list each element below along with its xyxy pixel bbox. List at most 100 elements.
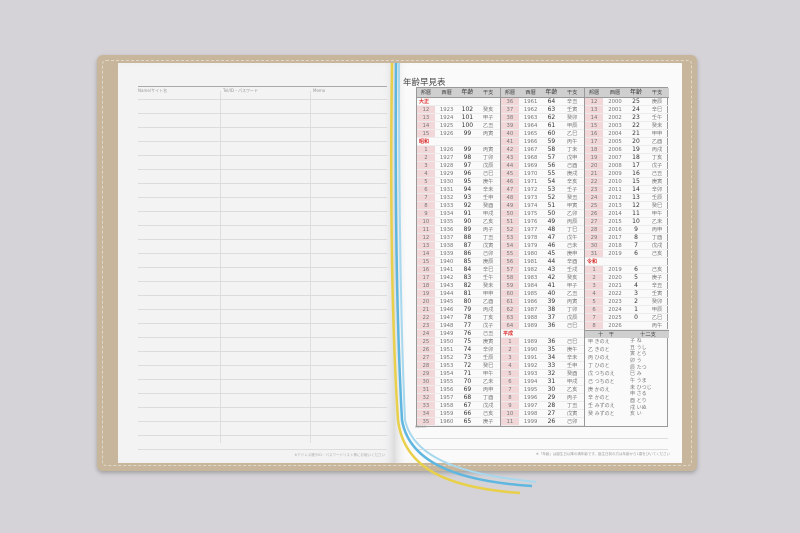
era-year-cell: 13 — [417, 114, 435, 121]
year-cell: 2002 — [608, 115, 622, 121]
era-year-cell: 31 — [417, 386, 435, 393]
table-row: 20 1945 80 乙酉 — [417, 298, 500, 306]
era-year-cell: 18 — [417, 282, 435, 289]
era-year-cell: 53 — [501, 234, 519, 241]
kanshi-cell: 己巳 — [482, 171, 494, 177]
age-cell: 8 — [634, 234, 638, 241]
era-year-cell: 9 — [417, 210, 435, 217]
age-cell: 86 — [463, 250, 472, 257]
age-cell: 83 — [463, 274, 472, 281]
age-cell: 48 — [547, 226, 556, 233]
junishi-item: 戌 いぬ — [630, 404, 647, 411]
age-cell: 90 — [463, 218, 472, 225]
year-cell: 1976 — [523, 219, 538, 225]
kanshi-cell: 辛亥 — [566, 179, 578, 185]
year-cell: 1932 — [439, 195, 454, 201]
jikkan-item: 己 つちのと — [588, 379, 615, 385]
header-age: 年齢 — [461, 89, 474, 96]
table-row: 39 1964 61 甲辰 — [501, 122, 584, 130]
era-year-cell: 8 — [585, 322, 603, 329]
ruled-line — [138, 127, 387, 128]
ribbon-light-blue[interactable] — [398, 62, 537, 483]
age-cell: 56 — [547, 162, 556, 169]
table-column-group: 邦暦 西暦 年齢 干支 12 2000 25 庚辰 13 2001 24 辛巳 14 2002 23 壬午 15… — [585, 88, 669, 426]
year-cell: 2006 — [608, 147, 622, 153]
age-cell: 38 — [547, 306, 556, 313]
ribbon-yellow[interactable] — [390, 62, 521, 495]
age-cell: 19 — [632, 146, 640, 153]
age-cell: 44 — [547, 258, 556, 265]
table-row: 52 1977 48 丁巳 — [501, 226, 584, 234]
age-cell: 24 — [632, 106, 640, 113]
kanshi-cell: 乙丑 — [482, 123, 494, 129]
table-row: 19 2007 18 丁亥 — [585, 154, 669, 162]
year-cell: 2019 — [608, 267, 622, 273]
junishi-list: 子 ね丑 うし寅 とら卯 う辰 たつ巳 み午 うま未 ひつじ申 さる酉 とり戌 … — [627, 338, 669, 418]
age-cell: 74 — [463, 346, 472, 353]
table-row: 18 1943 82 癸未 — [417, 282, 500, 290]
year-cell: 2001 — [608, 107, 622, 113]
age-cell: 32 — [547, 370, 556, 377]
age-cell: 17 — [632, 162, 640, 169]
age-cell: 96 — [463, 170, 472, 177]
table-row: 61 1986 39 丙寅 — [501, 298, 584, 306]
table-row: 2 1927 98 丁卯 — [417, 154, 500, 162]
table-row: 22 2010 15 庚寅 — [585, 178, 669, 186]
era-year-cell: 10 — [417, 218, 435, 225]
kanshi-cell: 癸未 — [651, 123, 663, 129]
table-row: 28 1953 72 癸巳 — [417, 362, 500, 370]
year-cell: 1959 — [439, 411, 454, 417]
year-cell: 1948 — [439, 323, 454, 329]
kanshi-cell: 丙午 — [651, 323, 663, 329]
table-row: 4 1992 33 壬申 — [501, 362, 584, 370]
kanshi-cell: 己巳 — [566, 323, 578, 329]
kanshi-cell: 辛酉 — [566, 259, 578, 265]
age-cell: 58 — [547, 146, 556, 153]
era-year-cell: 14 — [417, 250, 435, 257]
year-cell: 1956 — [439, 387, 454, 393]
era-year-cell: 16 — [585, 130, 603, 137]
kanshi-cell: 丁亥 — [651, 155, 663, 161]
year-cell: 1998 — [523, 411, 538, 417]
kanshi-cell: 癸丑 — [566, 195, 578, 201]
ruled-line — [138, 211, 387, 212]
year-cell: 1962 — [523, 107, 538, 113]
age-cell: 35 — [547, 346, 556, 353]
table-row: 21 2009 16 己丑 — [585, 170, 669, 178]
era-year-cell: 33 — [417, 402, 435, 409]
age-cell: 16 — [632, 170, 640, 177]
year-cell: 1988 — [523, 315, 538, 321]
age-cell: 49 — [547, 218, 556, 225]
year-cell: 1963 — [523, 115, 538, 121]
age-cell: 102 — [461, 106, 474, 113]
era-year-cell: 13 — [417, 242, 435, 249]
age-cell: 73 — [463, 354, 472, 361]
kanshi-cell: 己亥 — [651, 251, 663, 257]
era-year-cell: 4 — [585, 290, 603, 297]
kanshi-cell: 壬午 — [482, 275, 494, 281]
year-cell: 1936 — [439, 227, 454, 233]
kanshi-cell: 丙午 — [566, 139, 578, 145]
era-year-cell: 11 — [417, 226, 435, 233]
table-row: 48 1973 52 癸丑 — [501, 194, 584, 202]
junishi-item: 巳 み — [630, 371, 642, 378]
table-row: 37 1962 63 壬寅 — [501, 106, 584, 114]
kanshi-cell: 癸亥 — [566, 275, 578, 281]
table-column-group: 邦暦 西暦 年齢 干支 36 1961 64 辛丑 37 1962 63 壬寅 38 1963 62 癸卯 39… — [501, 88, 585, 426]
table-row: 17 1942 83 壬午 — [417, 274, 500, 282]
junishi-item: 午 うま — [630, 377, 647, 384]
jikkan-item: 乙 きのと — [588, 347, 610, 353]
ruled-line — [138, 407, 387, 408]
age-cell: 30 — [547, 386, 556, 393]
ribbon-blue[interactable] — [394, 62, 533, 488]
era-year-cell: 26 — [585, 210, 603, 217]
year-cell: 2003 — [608, 123, 622, 129]
year-cell: 1949 — [439, 331, 454, 337]
era-year-cell: 5 — [585, 298, 603, 305]
table-row: 16 2004 21 甲申 — [585, 130, 669, 138]
table-row: 54 1979 46 己未 — [501, 242, 584, 250]
header-era: 邦暦 — [585, 88, 603, 97]
year-cell: 2019 — [608, 251, 622, 257]
age-cell: 4 — [634, 282, 638, 289]
